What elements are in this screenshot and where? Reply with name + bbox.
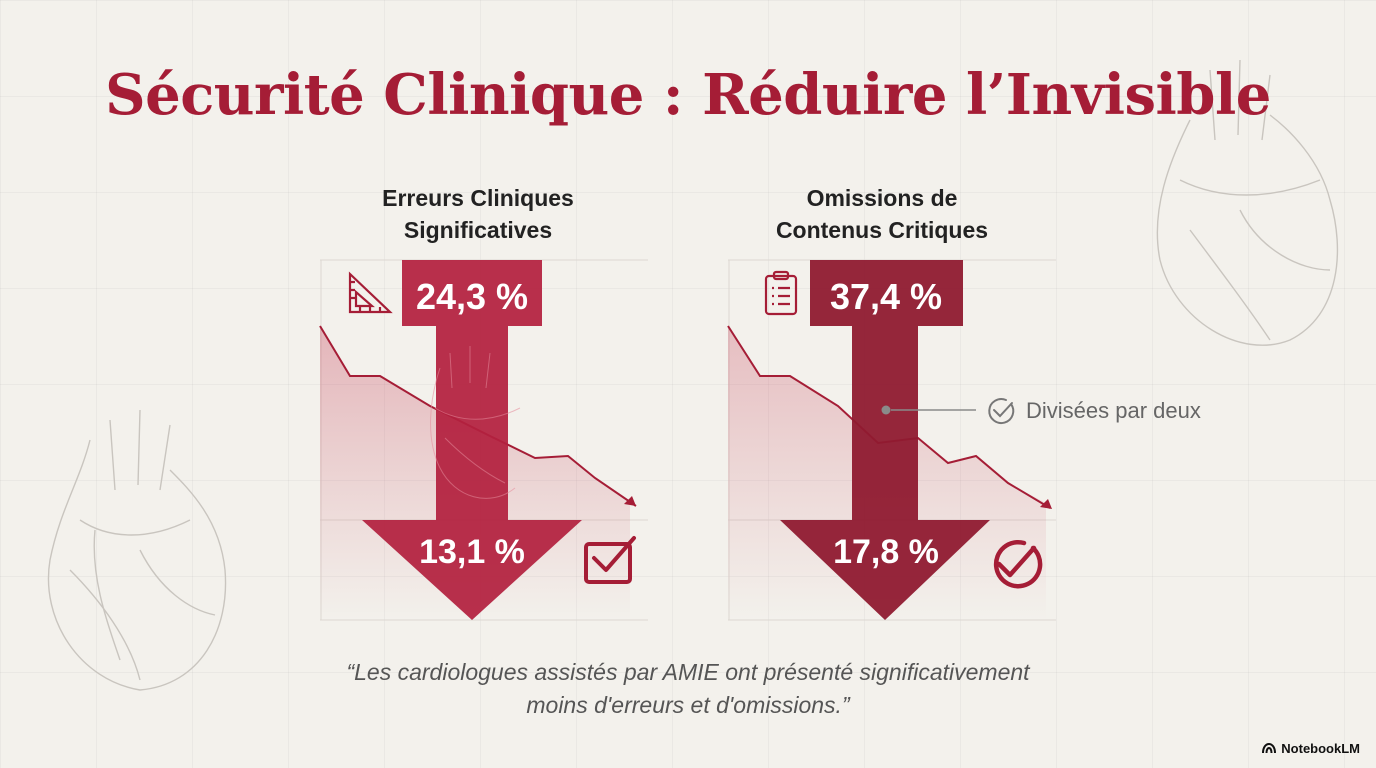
quote-line-2: moins d'erreurs et d'omissions.” xyxy=(526,692,850,718)
annotation-label: Divisées par deux xyxy=(1026,398,1201,423)
quote-line-1: “Les cardiologues assistés par AMIE ont … xyxy=(346,659,1030,685)
chart-2-trend-arrowhead xyxy=(1040,499,1052,509)
chart-1-after-label: 13,1 % xyxy=(419,533,525,571)
page-title: Sécurité Clinique : Réduire l’Invisible xyxy=(105,62,1271,128)
notebooklm-logo-icon xyxy=(1262,743,1277,754)
clipboard-icon xyxy=(764,270,798,316)
chart-1-title-line-1: Erreurs Cliniques xyxy=(382,185,574,211)
chart-1: 24,3 % 13,1 % xyxy=(319,259,648,621)
checkbox-icon xyxy=(584,536,636,584)
brand-name: NotebookLM xyxy=(1281,741,1360,756)
check-circle-small-icon xyxy=(988,398,1015,425)
chart-2-arrow xyxy=(780,260,990,620)
check-circle-icon xyxy=(993,540,1043,589)
chart-1-before-label: 24,3 % xyxy=(416,276,528,317)
chart-2-title-line-2: Contenus Critiques xyxy=(775,217,989,243)
annotation-callout: Divisées par deux xyxy=(881,398,1201,425)
chart-1-arrow xyxy=(362,260,582,620)
chart-2-title-line-1: Omissions de xyxy=(806,185,958,211)
ruler-triangle-icon xyxy=(348,271,393,314)
chart-2-after-label: 17,8 % xyxy=(833,533,939,571)
chart-1-title: Erreurs Cliniques Significatives xyxy=(328,182,628,246)
quote: “Les cardiologues assistés par AMIE ont … xyxy=(0,656,1376,722)
chart-1-trend-arrowhead xyxy=(624,496,636,506)
chart-2: 37,4 % 17,8 % Divisées par deux xyxy=(727,259,1201,621)
chart-1-arrow-heart-texture xyxy=(430,346,521,499)
chart-2-before-label: 37,4 % xyxy=(830,276,942,317)
heart-sketch-left-icon xyxy=(47,409,227,691)
brand: NotebookLM xyxy=(1262,741,1360,756)
chart-1-title-line-2: Significatives xyxy=(403,217,553,243)
chart-2-title: Omissions de Contenus Critiques xyxy=(732,182,1032,246)
